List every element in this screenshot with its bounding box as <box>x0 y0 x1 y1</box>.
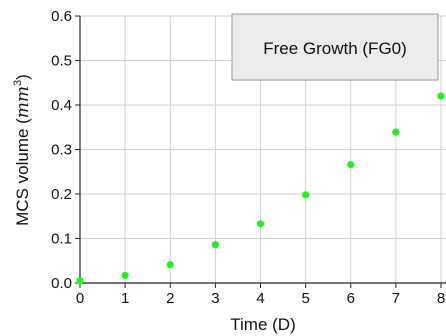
x-tick-label: 5 <box>301 290 309 307</box>
y-axis-title-text: MCS volume ( <box>13 118 32 226</box>
y-tick-label: 0.4 <box>51 97 72 114</box>
x-tick-label: 1 <box>121 290 129 307</box>
data-points <box>76 92 445 285</box>
y-tick-label: 0.5 <box>51 53 72 70</box>
data-point <box>166 261 174 269</box>
data-point <box>302 191 310 199</box>
data-point <box>347 161 355 169</box>
legend-label: Free Growth (FG0) <box>263 39 407 58</box>
y-tick-label: 0.1 <box>51 231 72 248</box>
x-axis-title: Time (D) <box>230 315 295 334</box>
data-point <box>256 220 265 228</box>
data-point <box>392 128 400 136</box>
x-ticks: 0 1 2 3 4 5 6 7 8 <box>76 283 445 307</box>
x-tick-label: 8 <box>437 290 445 307</box>
y-axis-title-exponent: 3 <box>12 80 24 86</box>
data-point <box>211 241 219 249</box>
y-axis-title-close: ) <box>13 74 32 80</box>
x-tick-label: 3 <box>211 290 219 307</box>
y-tick-label: 0.0 <box>51 275 72 292</box>
legend: Free Growth (FG0) <box>231 13 439 81</box>
y-tick-label: 0.6 <box>51 8 72 25</box>
x-tick-label: 2 <box>166 290 174 307</box>
data-point <box>121 271 129 280</box>
y-tick-label: 0.3 <box>51 142 72 159</box>
data-point <box>437 92 445 100</box>
y-ticks: 0.0 0.1 0.2 0.3 0.4 0.5 0.6 <box>51 8 80 292</box>
legend-box <box>231 13 439 81</box>
y-axis-title-unit: mm <box>13 86 33 118</box>
y-axis-title: MCS volume (mm3) <box>12 74 33 226</box>
x-tick-label: 7 <box>392 290 400 307</box>
x-tick-label: 4 <box>256 290 264 307</box>
x-tick-label: 0 <box>76 290 84 307</box>
y-tick-label: 0.2 <box>51 186 72 203</box>
x-tick-label: 6 <box>347 290 355 307</box>
data-point <box>76 277 84 285</box>
